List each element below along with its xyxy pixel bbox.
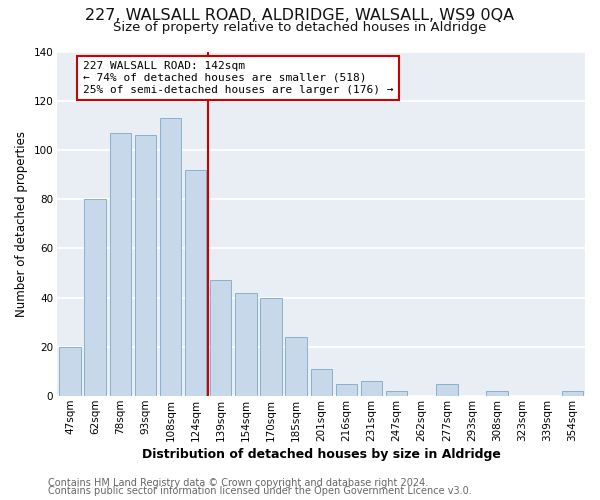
Text: 227 WALSALL ROAD: 142sqm
← 74% of detached houses are smaller (518)
25% of semi-: 227 WALSALL ROAD: 142sqm ← 74% of detach… <box>83 62 393 94</box>
Bar <box>361 382 382 396</box>
Bar <box>436 384 458 396</box>
Bar <box>562 391 583 396</box>
Text: 227, WALSALL ROAD, ALDRIDGE, WALSALL, WS9 0QA: 227, WALSALL ROAD, ALDRIDGE, WALSALL, WS… <box>85 8 515 22</box>
X-axis label: Distribution of detached houses by size in Aldridge: Distribution of detached houses by size … <box>142 448 500 461</box>
Bar <box>185 170 206 396</box>
Bar <box>386 391 407 396</box>
Text: Contains HM Land Registry data © Crown copyright and database right 2024.: Contains HM Land Registry data © Crown c… <box>48 478 428 488</box>
Bar <box>110 132 131 396</box>
Bar <box>260 298 281 396</box>
Text: Contains public sector information licensed under the Open Government Licence v3: Contains public sector information licen… <box>48 486 472 496</box>
Bar <box>210 280 232 396</box>
Text: Size of property relative to detached houses in Aldridge: Size of property relative to detached ho… <box>113 21 487 34</box>
Bar <box>235 293 257 396</box>
Bar <box>335 384 357 396</box>
Bar <box>286 337 307 396</box>
Bar <box>311 369 332 396</box>
Bar <box>487 391 508 396</box>
Y-axis label: Number of detached properties: Number of detached properties <box>15 131 28 317</box>
Bar <box>135 135 156 396</box>
Bar <box>59 347 81 396</box>
Bar <box>160 118 181 396</box>
Bar <box>85 199 106 396</box>
